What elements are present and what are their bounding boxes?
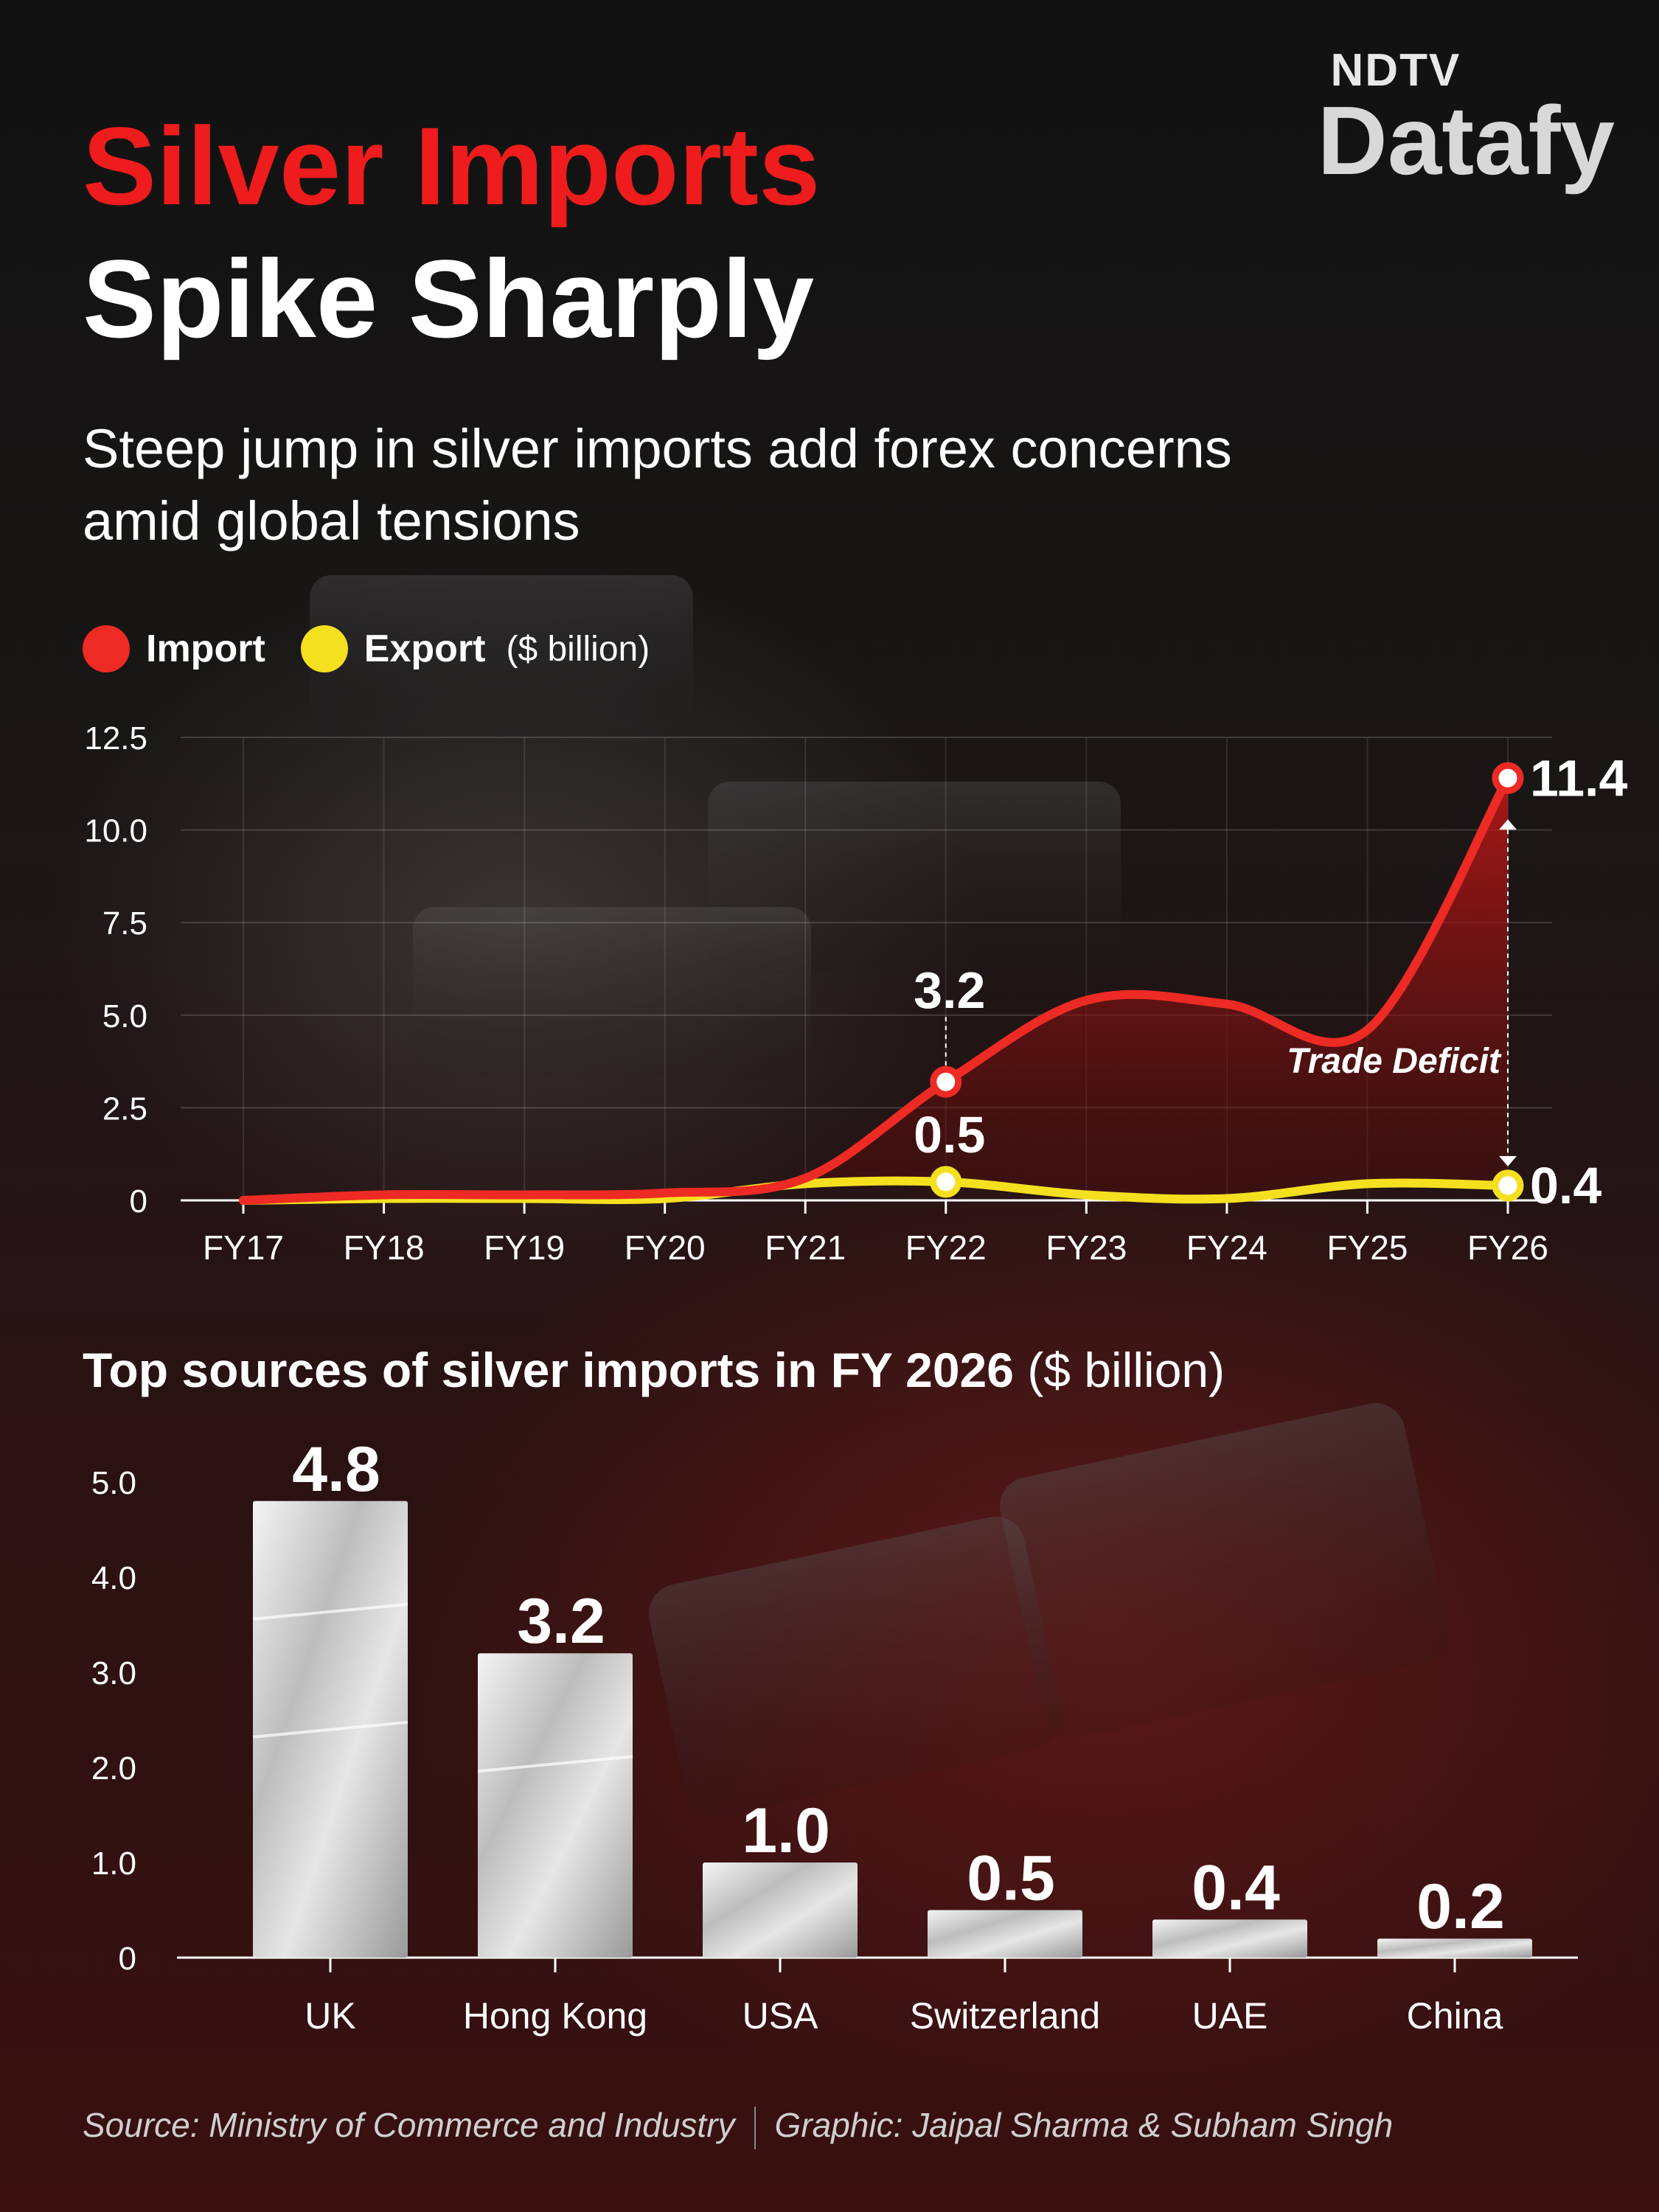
source-text: Source: Ministry of Commerce and Industr… — [83, 2106, 735, 2144]
bar-value-label: 0.4 — [1192, 1852, 1280, 1923]
bar-value-label: 4.8 — [292, 1434, 380, 1505]
export-point-fy26 — [1492, 1169, 1524, 1202]
y-tick-label: 10.0 — [84, 813, 147, 849]
line-chart-legend: Import Export ($ billion) — [83, 619, 650, 678]
x-tick-label: FY24 — [1186, 1228, 1267, 1267]
bar-value-label: 1.0 — [742, 1795, 830, 1866]
bar-y-tick-label: 1.0 — [91, 1846, 136, 1882]
bar-value-label: 0.2 — [1416, 1871, 1505, 1942]
y-tick-label: 12.5 — [84, 720, 147, 757]
bar-category-label: Hong Kong — [463, 1995, 647, 2037]
bar-y-tick-label: 2.0 — [91, 1750, 136, 1787]
x-tick-label: FY17 — [203, 1228, 284, 1267]
legend-import-swatch — [83, 625, 130, 672]
bar-chart-title-text: Top sources of silver imports in FY 2026 — [83, 1343, 1014, 1397]
bar-category-label: Switzerland — [910, 1995, 1100, 2037]
bar-category-label: USA — [742, 1995, 818, 2037]
bar-y-tick-label: 3.0 — [91, 1655, 136, 1691]
trade-deficit-area — [243, 778, 1508, 1200]
export-point-fy22 — [930, 1166, 962, 1198]
logo-datafy-text: Datafy — [1317, 86, 1615, 195]
logo-ndtv-text: NDTV — [1330, 45, 1461, 96]
bar-bevel — [252, 1602, 408, 1621]
bar-category-label: China — [1407, 1995, 1503, 2037]
x-tick-label: FY23 — [1046, 1228, 1127, 1267]
deficit-arrow-up — [1499, 819, 1517, 830]
bar-hong-kong — [478, 1653, 633, 1958]
bar-y-tick-label: 4.0 — [91, 1560, 136, 1596]
title-line-2: Spike Sharply — [83, 237, 815, 361]
bar-chart-title: Top sources of silver imports in FY 2026… — [83, 1342, 1225, 1398]
credit-text: Graphic: Jaipal Sharma & Subham Singh — [774, 2106, 1394, 2144]
bar-uae — [1152, 1919, 1307, 1958]
export-data-label-fy26: 0.4 — [1530, 1157, 1601, 1214]
import-point-fy22 — [930, 1065, 962, 1098]
import-data-label-fy26: 11.4 — [1530, 749, 1627, 807]
title-line-1: Silver Imports — [83, 104, 821, 228]
x-tick-label: FY26 — [1467, 1228, 1548, 1267]
bar-bevel — [477, 1755, 633, 1773]
x-tick-label: FY18 — [344, 1228, 425, 1267]
import-data-label-fy22: 3.2 — [914, 961, 985, 1019]
y-tick-label: 0 — [130, 1183, 147, 1220]
bar-chart-title-unit: ($ billion) — [1027, 1343, 1225, 1397]
bar-usa — [703, 1863, 858, 1958]
x-tick-label: FY20 — [625, 1228, 706, 1267]
legend-export-label: Export — [364, 627, 486, 670]
export-data-label-fy22: 0.5 — [914, 1106, 985, 1164]
bar-value-label: 0.5 — [967, 1843, 1055, 1914]
line-chart: 0 2.5 5.0 7.5 10.0 12.5 FY17 FY18 FY19 FY20 FY21 FY… — [84, 720, 1627, 1267]
x-tick-label: FY25 — [1326, 1228, 1408, 1267]
footer-divider — [754, 2106, 756, 2149]
source-footer: Source: Ministry of Commerce and Industr… — [83, 2105, 1393, 2149]
bar-category-label: UAE — [1192, 1995, 1268, 2037]
bar-value-label: 3.2 — [517, 1586, 605, 1657]
legend-import-label: Import — [146, 627, 265, 670]
deficit-arrow-down — [1499, 1155, 1517, 1166]
subtitle: Steep jump in silver imports add forex c… — [83, 418, 1232, 552]
x-tick-label: FY22 — [905, 1228, 987, 1267]
bar-bevel — [252, 1720, 408, 1739]
bar-y-tick-label: 5.0 — [91, 1465, 136, 1501]
bar-category-label: UK — [305, 1995, 355, 2037]
trade-deficit-annotation: Trade Deficit — [1287, 1042, 1502, 1081]
ndtv-datafy-logo: NDTV Datafy — [1318, 44, 1615, 189]
bar-china — [1377, 1938, 1532, 1958]
import-point-fy26 — [1492, 762, 1524, 794]
x-tick-label: FY21 — [765, 1228, 846, 1267]
legend-export-swatch — [300, 625, 348, 672]
bar-y-tick-label: 0 — [119, 1941, 136, 1977]
y-tick-label: 2.5 — [102, 1091, 147, 1127]
x-tick-label: FY19 — [484, 1228, 565, 1267]
y-tick-label: 5.0 — [102, 998, 147, 1034]
legend-unit: ($ billion) — [506, 629, 650, 669]
y-tick-label: 7.5 — [102, 905, 147, 942]
bar-chart: 0 1.0 2.0 3.0 4.0 5.0 4.8 UK 3.2 Hong Kong 1.0 USA 0… — [91, 1434, 1532, 2037]
bar-switzerland — [928, 1910, 1082, 1958]
import-series-line — [239, 773, 1512, 1205]
